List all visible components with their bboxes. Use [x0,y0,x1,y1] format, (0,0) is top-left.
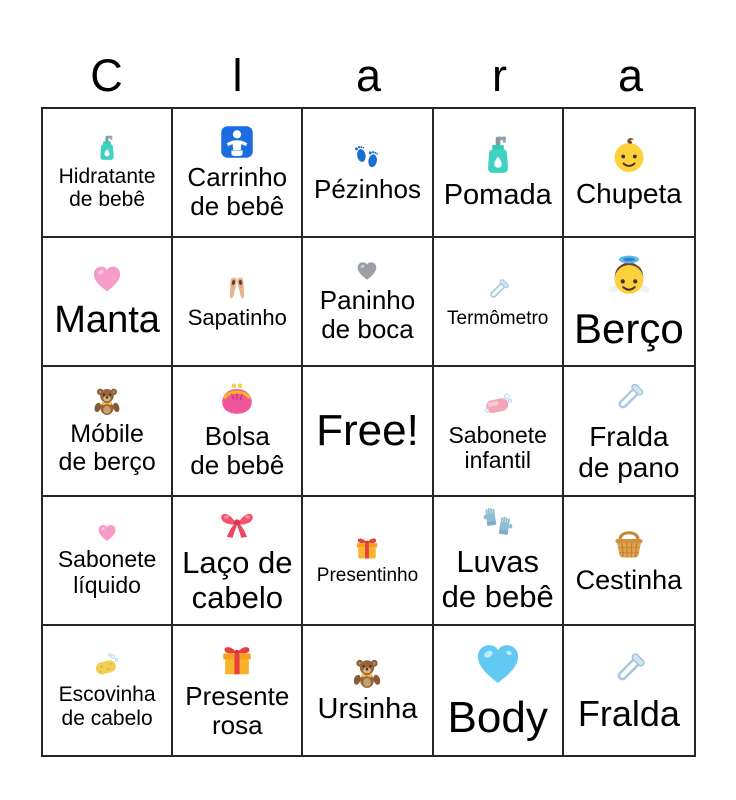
cell-label: Sabonete líquido [57,545,157,598]
bingo-cell[interactable]: Sabonete infantil [433,367,564,497]
gift-icon [218,641,256,679]
cell-label: Paninho de boca [319,285,416,345]
cell-label: Presentinho [316,565,419,587]
gift-icon [353,534,381,562]
bingo-cell[interactable]: Pézinhos [303,109,434,239]
cell-label: Berço [574,304,684,352]
bingo-cell[interactable]: Termômetro [433,238,564,368]
baby-angel-icon [604,252,654,302]
bingo-cell[interactable]: Body [433,625,564,755]
cell-label: Body [447,693,548,743]
cell-label: Chupeta [575,178,682,210]
bingo-cell[interactable]: Escovinha de cabelo [43,625,174,755]
bingo-cell[interactable]: Manta [43,238,174,368]
footprints-icon [352,142,382,172]
bingo-cell[interactable]: Hidratante de bebê [43,109,174,239]
baby-symbol-icon [219,124,255,160]
pink-heart-icon [96,522,118,544]
bingo-cell[interactable]: Sabonete líquido [43,496,174,626]
cell-label: Presente rosa [185,680,290,740]
bingo-cell[interactable]: Fralda [563,625,694,755]
cell-label: Cestinha [575,564,683,595]
cell-label: Termômetro [447,307,549,329]
title-letter: C [90,50,123,101]
card-title: C l a r a [41,46,696,98]
lotion-bottle-icon [93,134,121,162]
bingo-grid: Hidratante de bebê Carrinho de bebê Pézinh… [41,107,696,757]
bingo-cell[interactable]: Ursinha [303,625,434,755]
cell-label: Fralda de pano [578,421,680,484]
teddy-bear-icon [350,656,384,690]
bingo-cell[interactable]: Chupeta [563,109,694,239]
lotion-bottle-icon [477,134,519,176]
ballet-shoes-icon [222,273,252,303]
cell-label: Bolsa de bebê [190,421,285,481]
cell-label: Pézinhos [314,173,421,204]
teddy-bear-icon [91,385,123,417]
cell-label: Fralda [577,692,680,734]
bingo-cell[interactable]: Pomada [433,109,564,239]
safety-pin-icon [607,647,651,691]
bingo-cell[interactable]: Cestinha [563,496,694,626]
bingo-cell[interactable]: Bolsa de bebê [173,367,304,497]
cell-label: Hidratante de bebê [58,164,156,212]
blue-heart-icon [472,638,524,690]
title-letter: l [232,50,243,101]
bingo-cell-free[interactable]: Free! [303,367,434,497]
basket-icon [611,526,647,562]
bingo-cell[interactable]: Sapatinho [173,238,304,368]
cell-label: Pomada [443,178,552,211]
purse-icon [218,381,256,419]
bingo-cell[interactable]: Móbile de berço [43,367,174,497]
soap-icon [482,388,514,420]
cell-label: Móbile de berço [58,420,156,477]
cell-label: Sabonete infantil [448,421,547,474]
title-letter: a [355,50,382,101]
ribbon-bow-icon [218,505,256,543]
gloves-icon [480,506,516,542]
bingo-cell[interactable]: Presentinho [303,496,434,626]
cell-label: Manta [54,299,160,342]
bingo-cell[interactable]: Luvas de bebê [433,496,564,626]
bingo-cell[interactable]: Fralda de pano [563,367,694,497]
pink-heart-icon [90,262,124,296]
safety-pin-icon [483,275,513,305]
title-letter: r [492,50,507,101]
bingo-cell[interactable]: Carrinho de bebê [173,109,304,239]
cell-label: Ursinha [317,692,418,725]
title-letter: a [617,50,644,101]
bingo-cell[interactable]: Paninho de boca [303,238,434,368]
sponge-icon [92,650,122,680]
cell-label: Sapatinho [187,304,287,330]
baby-face-icon [609,135,649,175]
cell-label: Escovinha de cabelo [58,683,156,730]
cell-label: Laço de cabelo [182,544,293,615]
cell-label: Free! [316,406,419,456]
safety-pin-icon [609,378,649,418]
gray-heart-icon [355,259,379,283]
bingo-cell[interactable]: Laço de cabelo [173,496,304,626]
cell-label: Luvas de bebê [441,543,554,614]
bingo-cell[interactable]: Berço [563,238,694,368]
cell-label: Carrinho de bebê [187,161,288,222]
bingo-cell[interactable]: Presente rosa [173,625,304,755]
